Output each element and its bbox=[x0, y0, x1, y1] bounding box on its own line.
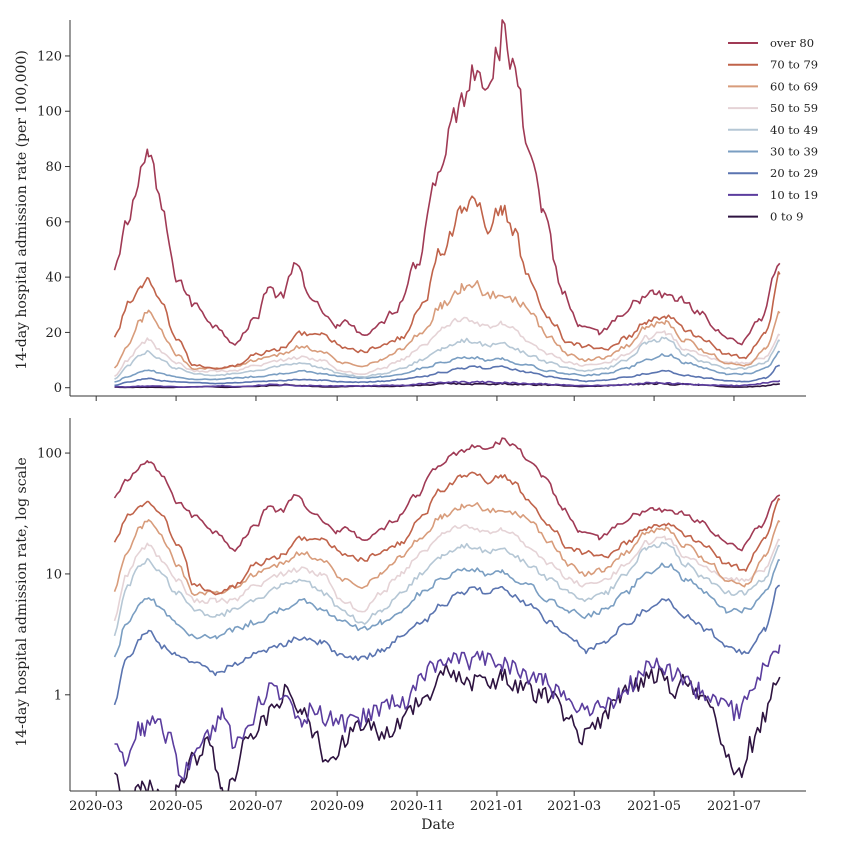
top-line-20-to-29 bbox=[114, 364, 780, 387]
top-series-lines bbox=[113, 19, 781, 389]
top-y-tick-label: 20 bbox=[45, 326, 62, 341]
legend-label: 60 to 69 bbox=[770, 79, 818, 93]
bottom-panel: 14-day hospital admission rate, log scal… bbox=[14, 418, 806, 833]
top-line-10-to-19 bbox=[114, 379, 781, 388]
legend-label: over 80 bbox=[770, 36, 814, 50]
bottom-y-axis-title: 14-day hospital admission rate, log scal… bbox=[14, 457, 30, 746]
bottom-line-70-to-79 bbox=[113, 471, 781, 596]
top-y-tick-label: 40 bbox=[45, 271, 62, 286]
top-y-tick-label: 0 bbox=[54, 381, 62, 396]
top-line-70-to-79 bbox=[113, 195, 781, 370]
x-tick-label: 2020-05 bbox=[149, 799, 203, 814]
x-tick-label: 2020-11 bbox=[390, 799, 444, 814]
bottom-line-40-to-49 bbox=[113, 541, 781, 637]
top-y-tick-label: 60 bbox=[45, 215, 62, 230]
bottom-series-lines bbox=[113, 437, 781, 791]
bottom-line-30-to-39 bbox=[113, 559, 780, 658]
top-y-tick-label: 120 bbox=[37, 49, 62, 64]
legend-label: 30 to 39 bbox=[770, 145, 818, 159]
legend-label: 50 to 59 bbox=[770, 101, 818, 115]
x-tick-label: 2020-09 bbox=[310, 799, 364, 814]
bottom-line-0-to-9 bbox=[113, 663, 781, 791]
bottom-line-50-to-59 bbox=[113, 524, 781, 622]
top-axes: 0 20 40 60 80 100 120 bbox=[37, 20, 806, 401]
x-tick-label: 2021-01 bbox=[470, 799, 524, 814]
bottom-line-10-to-19 bbox=[114, 644, 781, 781]
top-y-tick-label: 100 bbox=[37, 105, 62, 120]
top-line-over-80 bbox=[113, 19, 781, 346]
legend-label: 0 to 9 bbox=[770, 210, 804, 224]
top-line-30-to-39 bbox=[114, 350, 780, 383]
x-tick-label: 2021-05 bbox=[627, 799, 681, 814]
legend-label: 70 to 79 bbox=[770, 58, 818, 72]
top-line-50-to-59 bbox=[114, 316, 781, 378]
bottom-line-60-to-69 bbox=[113, 502, 781, 596]
x-tick-label: 2020-03 bbox=[69, 799, 123, 814]
x-tick-label: 2021-03 bbox=[547, 799, 601, 814]
top-line-40-to-49 bbox=[114, 336, 781, 380]
legend-label: 10 to 19 bbox=[770, 188, 818, 202]
x-tick-label: 2021-07 bbox=[707, 799, 761, 814]
bottom-y-tick-label: 100 bbox=[37, 447, 62, 462]
top-y-axis-title: 14-day hospital admission rate (per 100,… bbox=[14, 50, 30, 370]
bottom-axes: 1 10 100 2020-03 2020-05 2020-07 2020-09 2020-1… bbox=[37, 418, 806, 814]
legend-label: 20 to 29 bbox=[770, 166, 818, 180]
top-y-tick-label: 80 bbox=[45, 160, 62, 175]
x-axis-title: Date bbox=[421, 817, 454, 833]
bottom-line-over-80 bbox=[113, 437, 781, 552]
bottom-y-tick-label: 1 bbox=[54, 688, 62, 703]
top-line-60-to-69 bbox=[113, 280, 781, 371]
top-panel: 14-day hospital admission rate (per 100,… bbox=[14, 19, 818, 401]
legend-label: 40 to 49 bbox=[770, 123, 818, 137]
bottom-y-tick-label: 10 bbox=[45, 567, 62, 582]
legend: over 80 70 to 79 60 to 69 50 to 59 40 to 49 3… bbox=[728, 36, 818, 224]
x-tick-label: 2020-07 bbox=[229, 799, 283, 814]
bottom-line-20-to-29 bbox=[113, 584, 780, 706]
